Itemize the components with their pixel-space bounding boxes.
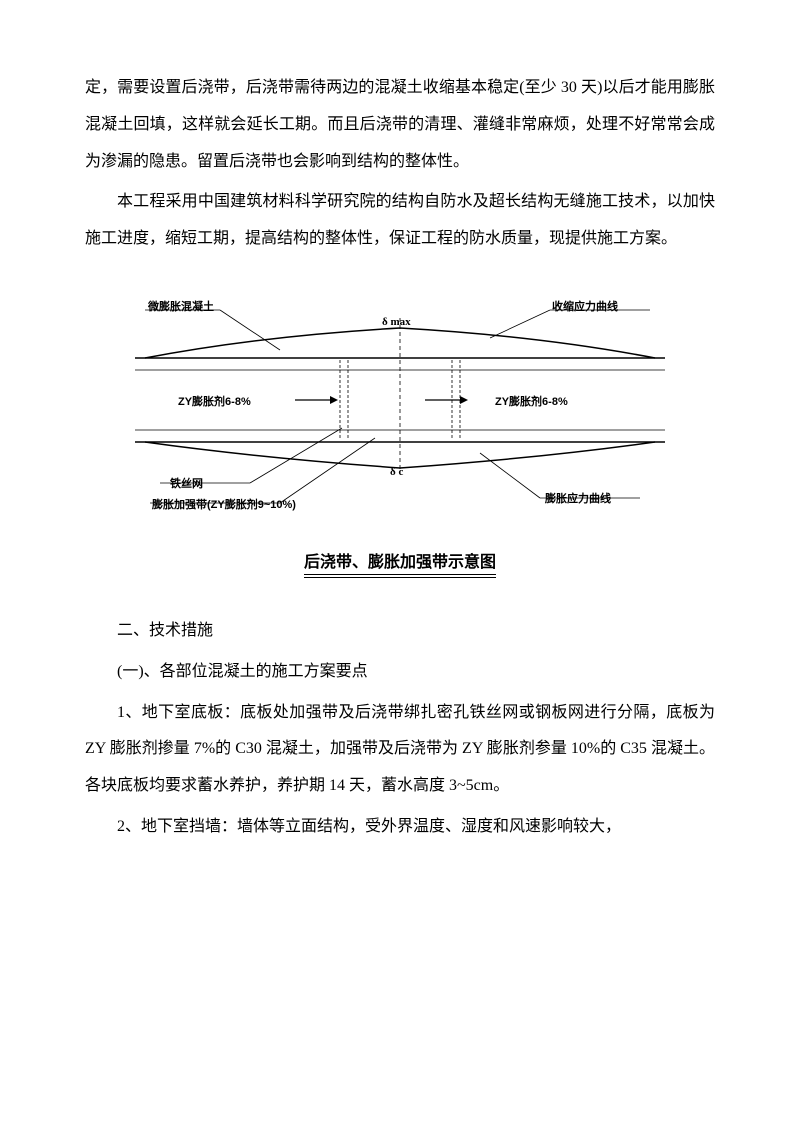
label-expand-curve: 膨胀应力曲线 bbox=[545, 490, 611, 506]
paragraph-1: 定，需要设置后浇带，后浇带需待两边的混凝土收缩基本稳定(至少 30 天)以后才能… bbox=[85, 70, 715, 180]
label-zy-right: ZY膨胀剂6-8% bbox=[495, 393, 568, 409]
label-delta-c: δ c bbox=[390, 466, 403, 478]
section-2-sub1: (一)、各部位混凝土的施工方案要点 bbox=[85, 654, 715, 691]
label-expansion-band: 膨胀加强带(ZY膨胀剂9~10%) bbox=[152, 496, 296, 512]
section-2-title: 二、技术措施 bbox=[85, 613, 715, 650]
diagram-caption: 后浇带、膨胀加强带示意图 bbox=[304, 548, 496, 578]
label-delta-max: δ max bbox=[382, 316, 411, 328]
item-1: 1、地下室底板：底板处加强带及后浇带绑扎密孔铁丝网或钢板网进行分隔，底板为 ZY… bbox=[85, 695, 715, 805]
paragraph-2: 本工程采用中国建筑材料科学研究院的结构自防水及超长结构无缝施工技术，以加快施工进… bbox=[85, 184, 715, 258]
expansion-band-diagram: 微膨胀混凝土 收缩应力曲线 δ max ZY膨胀剂6-8% ZY膨胀剂6-8% … bbox=[120, 298, 680, 528]
item-2: 2、地下室挡墙：墙体等立面结构，受外界温度、湿度和风速影响较大， bbox=[85, 809, 715, 846]
label-wire-mesh: 铁丝网 bbox=[170, 475, 203, 491]
label-zy-left: ZY膨胀剂6-8% bbox=[178, 393, 251, 409]
label-shrink-curve: 收缩应力曲线 bbox=[552, 298, 618, 314]
label-micro-expansion: 微膨胀混凝土 bbox=[148, 298, 214, 314]
